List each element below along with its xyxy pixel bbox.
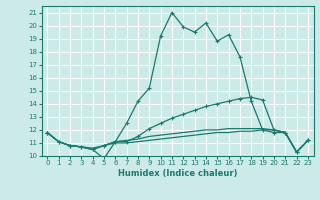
X-axis label: Humidex (Indice chaleur): Humidex (Indice chaleur) — [118, 169, 237, 178]
